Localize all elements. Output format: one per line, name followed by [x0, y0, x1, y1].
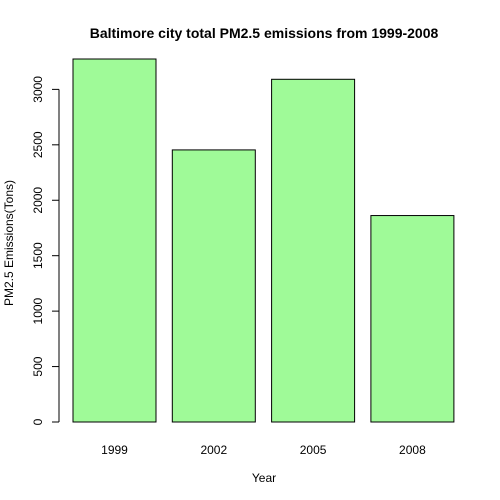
- x-tick-label: 2005: [300, 443, 327, 457]
- y-tick-label: 1500: [31, 242, 45, 269]
- x-tick-label: 2008: [399, 443, 426, 457]
- x-tick-label: 1999: [101, 443, 128, 457]
- x-tick-label: 2002: [200, 443, 227, 457]
- y-tick-label: 2000: [31, 187, 45, 214]
- y-tick-label: 0: [31, 418, 45, 425]
- x-tick-labels: 1999 2002 2005 2008: [101, 443, 426, 457]
- bar-2008: [370, 215, 455, 423]
- y-tick-label: 500: [31, 356, 45, 376]
- y-tick-label: 3000: [31, 76, 45, 103]
- bar-1999: [72, 58, 157, 423]
- bar-2002: [171, 149, 256, 423]
- bar-2005: [271, 78, 356, 423]
- bars-group: [72, 58, 455, 423]
- x-axis-label: Year: [252, 471, 276, 485]
- y-axis-label: PM2.5 Emissions(Tons): [2, 180, 16, 306]
- y-tick-label: 1000: [31, 297, 45, 324]
- chart-title: Baltimore city total PM2.5 emissions fro…: [90, 25, 439, 41]
- y-axis: 0 500 1000 1500 2000 2500 3000: [31, 76, 60, 425]
- y-tick-label: 2500: [31, 131, 45, 158]
